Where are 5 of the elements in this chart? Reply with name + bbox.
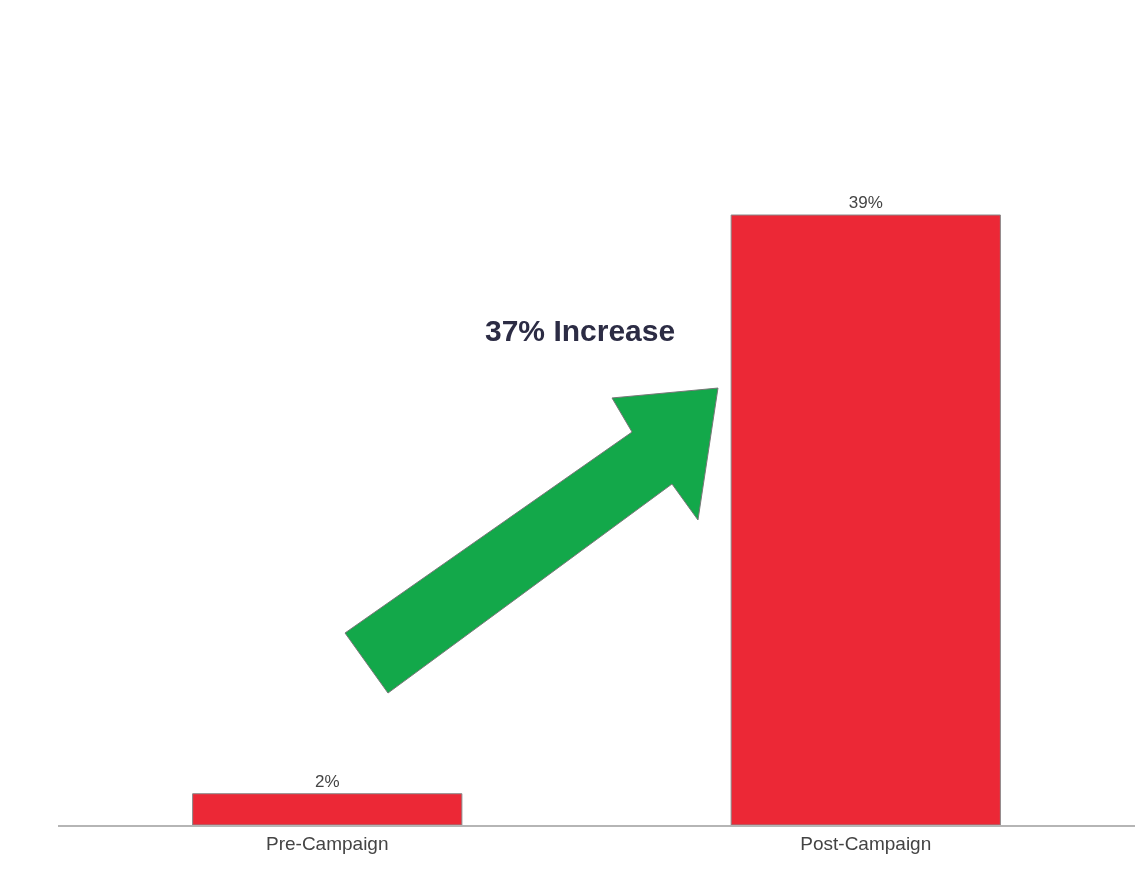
data-label: 39% — [848, 193, 883, 212]
data-label: 2% — [314, 771, 340, 791]
x-tick-label: Post-Campaign — [800, 832, 932, 854]
annotation: 37% Increase — [485, 314, 676, 347]
x-tick-label: Pre-Campaign — [266, 832, 389, 854]
